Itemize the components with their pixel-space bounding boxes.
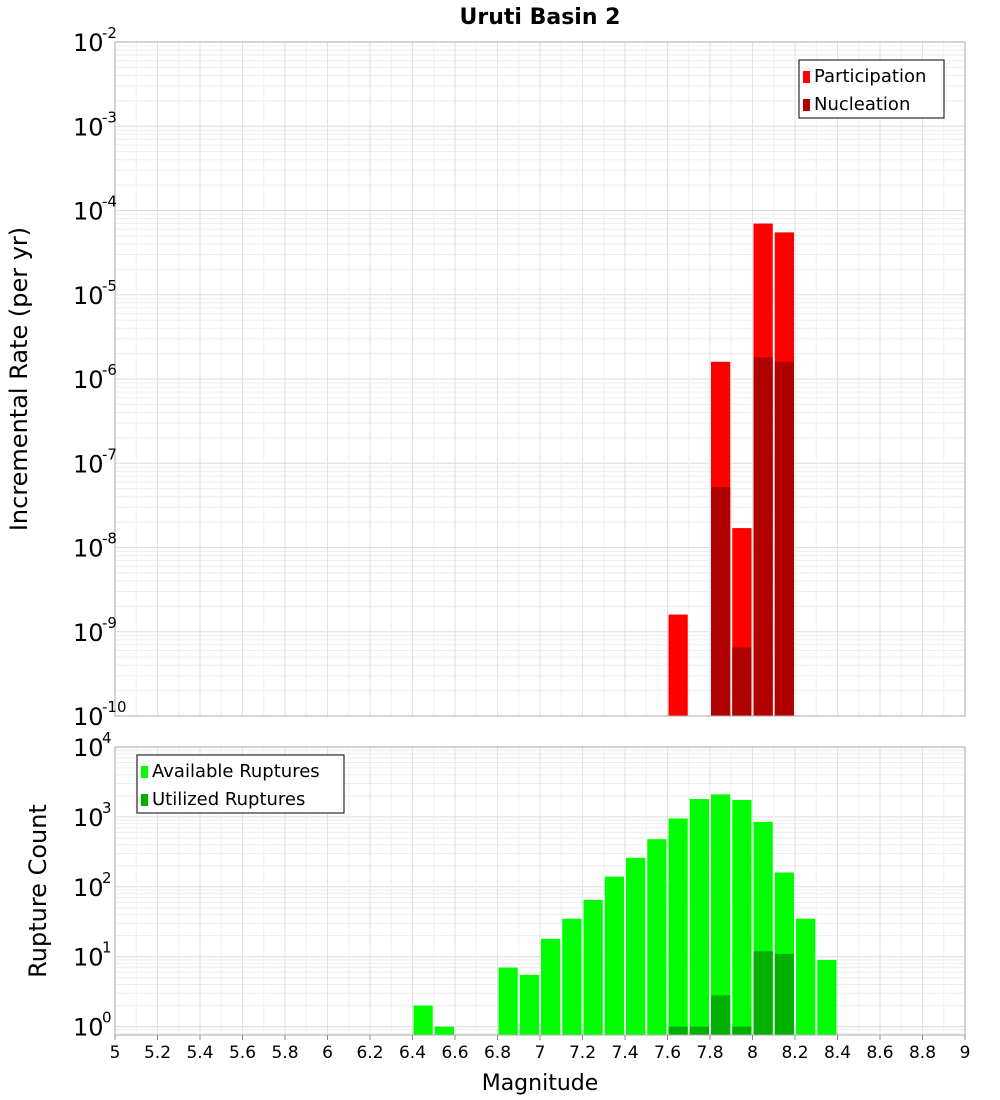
rate-y-tick-exponent: -9 [102, 614, 117, 632]
rate-bar-nucleation [753, 357, 773, 716]
x-tick-label: 6.8 [484, 1043, 511, 1063]
count-bar-utilized-ruptures [732, 1026, 752, 1035]
x-tick-label: 5 [110, 1043, 121, 1063]
count-y-tick-exponent: 1 [102, 939, 112, 957]
count-bar-available-ruptures [413, 1005, 433, 1035]
count-legend-label: Utilized Ruptures [152, 789, 305, 810]
rate-y-tick-label: 10 [73, 703, 104, 731]
rate-y-tick-exponent: -5 [102, 277, 117, 295]
rate-y-tick-label: 10 [73, 113, 104, 141]
rate-bar-participation [668, 614, 688, 716]
rate-legend-label: Nucleation [814, 94, 910, 115]
count-bar-available-ruptures [796, 918, 816, 1035]
x-axis-label: Magnitude [482, 1071, 599, 1096]
x-tick-label: 8.4 [824, 1043, 851, 1063]
count-bar-available-ruptures [817, 959, 837, 1035]
count-bar-utilized-ruptures [711, 995, 731, 1035]
rate-bar-nucleation [711, 487, 731, 716]
x-tick-label: 6 [322, 1043, 333, 1063]
x-tick-label: 8 [747, 1043, 758, 1063]
rate-bar-nucleation [774, 361, 794, 716]
x-tick-label: 8.2 [781, 1043, 808, 1063]
rate-y-tick-exponent: -6 [102, 361, 117, 379]
rate-y-tick-label: 10 [73, 198, 104, 226]
count-y-tick-exponent: 4 [102, 729, 112, 747]
rate-y-tick-exponent: -4 [102, 193, 117, 211]
count-y-tick-label: 10 [73, 734, 104, 762]
rate-y-tick-label: 10 [73, 619, 104, 647]
x-tick-label: 5.6 [229, 1043, 256, 1063]
count-bar-available-ruptures [562, 918, 582, 1035]
rate-y-tick-exponent: -3 [102, 108, 117, 126]
count-y-tick-label: 10 [73, 944, 104, 972]
count-bar-utilized-ruptures [774, 953, 794, 1035]
count-legend: Available Ruptures Utilized Ruptures [136, 754, 345, 814]
count-bar-available-ruptures [626, 857, 646, 1035]
count-bar-available-ruptures [689, 799, 709, 1035]
count-y-tick-exponent: 0 [102, 1009, 112, 1027]
chart-title: Uruti Basin 2 [460, 5, 621, 30]
x-tick-label: 6.6 [441, 1043, 468, 1063]
count-bar-available-ruptures [647, 839, 667, 1035]
count-y-tick-label: 10 [73, 874, 104, 902]
count-bar-utilized-ruptures [689, 1026, 709, 1035]
count-bar-available-ruptures [519, 974, 539, 1035]
x-tick-label: 5.8 [271, 1043, 298, 1063]
rate-bar-nucleation [732, 647, 752, 716]
rate-legend-label: Participation [814, 66, 926, 87]
rate-y-tick-exponent: -7 [102, 445, 117, 463]
x-tick-label: 7 [535, 1043, 546, 1063]
rate-y-tick-label: 10 [73, 282, 104, 310]
count-bar-available-ruptures [434, 1026, 454, 1035]
x-tick-label: 7.4 [611, 1043, 638, 1063]
rate-panel: 10-210-310-410-510-610-710-810-910-10Inc… [5, 24, 966, 731]
count-bar-available-ruptures [583, 899, 603, 1035]
rate-y-tick-exponent: -8 [102, 530, 117, 548]
x-tick-label: 6.2 [356, 1043, 383, 1063]
count-bar-available-ruptures [668, 818, 688, 1035]
rate-y-tick-exponent: -10 [102, 698, 127, 716]
x-tick-label: 7.2 [569, 1043, 596, 1063]
rate-y-axis-label: Incremental Rate (per yr) [5, 227, 33, 531]
rate-legend: Participation Nucleation [798, 59, 945, 119]
x-tick-label: 5.4 [186, 1043, 213, 1063]
count-y-tick-exponent: 3 [102, 799, 112, 817]
count-legend-swatch [141, 794, 148, 806]
rate-plot-frame [114, 41, 966, 717]
x-tick-label: 8.6 [866, 1043, 893, 1063]
count-bar-available-ruptures [732, 799, 752, 1035]
rate-y-tick-label: 10 [73, 366, 104, 394]
x-tick-label: 9 [960, 1043, 971, 1063]
count-bar-available-ruptures [604, 876, 624, 1035]
x-tick-label: 7.8 [696, 1043, 723, 1063]
rate-legend-swatch [803, 71, 810, 83]
count-legend-swatch [141, 766, 148, 778]
count-y-tick-label: 10 [73, 804, 104, 832]
count-bar-utilized-ruptures [668, 1026, 688, 1035]
rate-legend-swatch [803, 99, 810, 111]
rate-y-tick-label: 10 [73, 29, 104, 57]
count-y-axis-label: Rupture Count [24, 804, 52, 978]
count-bar-available-ruptures [711, 794, 731, 1035]
count-bar-utilized-ruptures [753, 951, 773, 1035]
rate-y-tick-exponent: -2 [102, 24, 117, 42]
count-bar-available-ruptures [541, 938, 561, 1035]
x-tick-label: 7.6 [654, 1043, 681, 1063]
x-tick-label: 8.8 [909, 1043, 936, 1063]
rate-y-tick-label: 10 [73, 450, 104, 478]
count-y-tick-exponent: 2 [102, 869, 112, 887]
count-legend-box [136, 754, 345, 814]
count-y-tick-label: 10 [73, 1014, 104, 1042]
count-legend-label: Available Ruptures [152, 761, 320, 782]
x-tick-label: 5.2 [144, 1043, 171, 1063]
count-bar-available-ruptures [498, 967, 518, 1035]
rate-legend-box [798, 59, 945, 119]
rate-y-tick-label: 10 [73, 535, 104, 563]
x-tick-label: 6.4 [399, 1043, 426, 1063]
